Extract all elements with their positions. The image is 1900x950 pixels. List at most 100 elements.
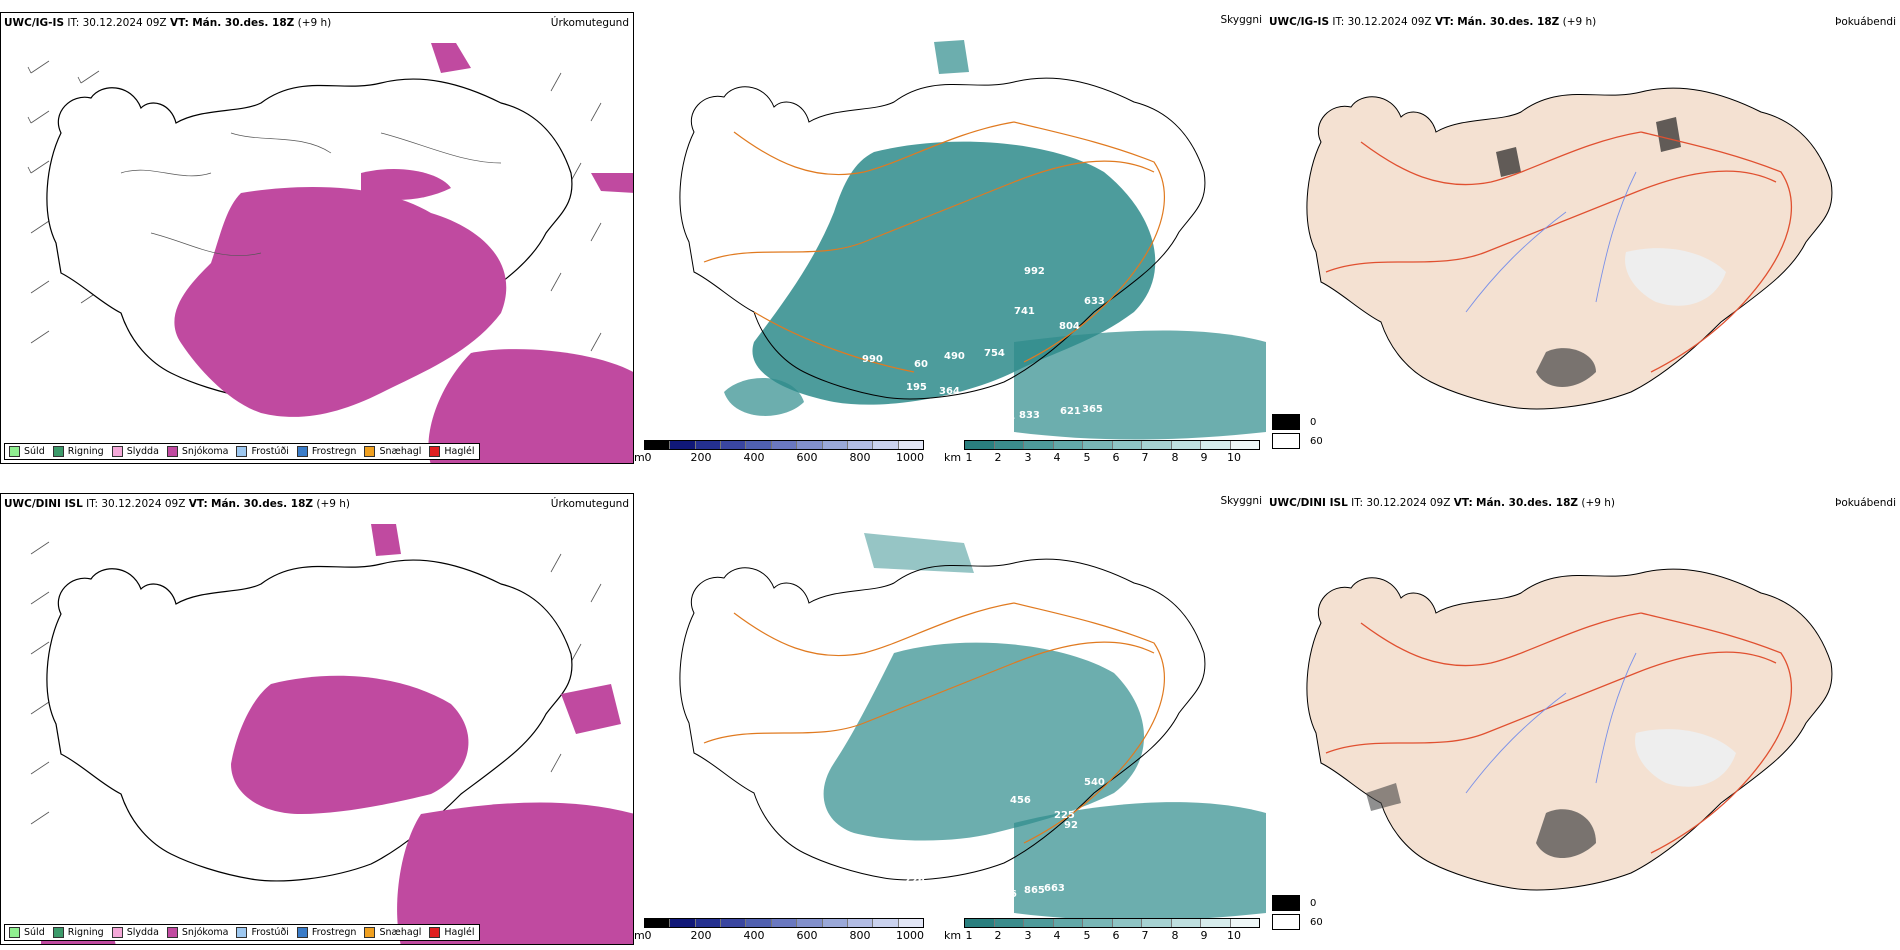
map-label: 741 (1014, 306, 1035, 317)
precip-map-top (27, 43, 633, 463)
panel-header: UWC/DINI ISL IT: 30.12.2024 09Z VT: Mán.… (1269, 497, 1616, 509)
scale-cells (644, 918, 924, 928)
scale-tick: 3 (1024, 451, 1032, 464)
map-label: 990 (862, 354, 883, 365)
map-label: 663 (1044, 883, 1065, 894)
scale-tick: 1000 (896, 929, 924, 942)
visibility-map-bottom: 540 456 225 92 760 561 226 865 866 663 (679, 533, 1266, 921)
legend-item: Súld (9, 446, 45, 457)
legend-item: Snæhagl (364, 927, 421, 938)
map-label: 225 (1054, 810, 1075, 821)
map-label: 621 (1060, 406, 1081, 417)
precip-panel-bottom: UWC/DINI ISL IT: 30.12.2024 09Z VT: Mán.… (0, 493, 634, 945)
legend-swatch (9, 927, 20, 938)
fog-rivers (1465, 652, 1637, 794)
legend-swatch (9, 446, 20, 457)
scale-tick: 2 (994, 929, 1002, 942)
scale-cells (964, 918, 1260, 928)
scale-tick: 5 (1083, 451, 1091, 464)
scale-unit: km (944, 451, 962, 464)
cloudbase-scale-bottom: m 0 200 400 600 800 1000 (634, 918, 934, 944)
legend-swatch (364, 927, 376, 938)
terrain-contours (120, 132, 502, 257)
fog-legend-top: 0 60 (1272, 414, 1323, 452)
scale-tick: 1 (965, 451, 973, 464)
cloudbase-scale-top: m 0 200 400 600 800 1000 (634, 440, 934, 466)
fog-areas (1496, 117, 1726, 387)
scale-unit: m (634, 929, 645, 942)
iceland-land (1306, 87, 1833, 410)
legend-swatch (166, 927, 178, 938)
fog-roads (1325, 131, 1793, 373)
visibility-scale-top: km 1 2 3 4 5 6 7 8 9 10 (944, 440, 1264, 466)
scale-tick: 400 (743, 929, 765, 942)
legend-swatch (52, 446, 64, 457)
precip-type-legend: Súld Rigning Slydda Snjókoma Frostúði Fr… (4, 443, 480, 460)
scale-tick: 2 (994, 451, 1002, 464)
scale-cells (644, 440, 924, 450)
map-label: 456 (1010, 795, 1031, 806)
iceland-land (1306, 568, 1833, 891)
roads (703, 121, 1165, 373)
roads (703, 602, 1165, 844)
scale-tick: 4 (1053, 929, 1061, 942)
iceland-outline (679, 77, 1206, 400)
visibility-field (823, 642, 1144, 841)
wind-barbs (27, 60, 602, 414)
map-label: 992 (1024, 266, 1045, 277)
scale-tick: 400 (743, 451, 765, 464)
panel-title: Þokuábendi (1835, 16, 1896, 28)
legend-swatch (111, 927, 123, 938)
map-label: 865 (1024, 885, 1045, 896)
legend-swatch (429, 927, 441, 938)
scale-tick: 200 (690, 451, 712, 464)
legend-swatch (364, 446, 376, 457)
panel-header: UWC/IG-IS IT: 30.12.2024 09Z VT: Mán. 30… (1269, 16, 1597, 28)
map-label: 760 (946, 845, 967, 856)
panel-title: Skyggni (1220, 14, 1263, 26)
fog-panel-top: UWC/IG-IS IT: 30.12.2024 09Z VT: Mán. 30… (1266, 12, 1900, 464)
scale-tick: 6 (1112, 451, 1120, 464)
scale-tick: 7 (1141, 451, 1149, 464)
scale-tick: 9 (1200, 929, 1208, 942)
scale-tick: 10 (1227, 451, 1241, 464)
panel-header: UWC/IG-IS IT: 30.12.2024 09Z VT: Mán. 30… (4, 17, 332, 29)
legend-swatch (236, 927, 248, 938)
snow-areas (174, 43, 633, 463)
map-label: 804 (1059, 321, 1080, 332)
map-label: 866 (996, 889, 1017, 900)
map-label: 954 (994, 412, 1015, 423)
precip-panel-top: UWC/IG-IS IT: 30.12.2024 09Z VT: Mán. 30… (0, 12, 634, 464)
iceland-outline (679, 558, 1206, 881)
precip-type-legend: Súld Rigning Slydda Snjókoma Frostúði Fr… (4, 924, 480, 941)
legend-swatch (52, 927, 64, 938)
map-label: 364 (939, 386, 960, 397)
scale-tick: 600 (796, 451, 818, 464)
legend-item: Rigning (52, 927, 104, 938)
legend-swatch (429, 446, 441, 457)
fog-areas (1366, 729, 1736, 858)
visibility-scale-bottom: km 1 2 3 4 5 6 7 8 9 10 (944, 918, 1264, 944)
fog-legend-bottom: 0 60 (1272, 895, 1323, 933)
scale-tick: 6 (1112, 929, 1120, 942)
legend-item: Frostregn (296, 446, 356, 457)
scale-tick: 9 (1200, 451, 1208, 464)
snow-areas (41, 524, 633, 944)
visibility-labels: 540 456 225 92 760 561 226 865 866 663 (904, 777, 1105, 900)
visibility-panel-bottom: 540 456 225 92 760 561 226 865 866 663 S… (634, 493, 1266, 945)
legend-item: Snæhagl (364, 446, 421, 457)
map-label: 833 (1019, 410, 1040, 421)
fog-map-top (1306, 87, 1833, 410)
scale-tick: 3 (1024, 929, 1032, 942)
scale-tick: 1 (965, 929, 973, 942)
panel-title: Úrkomutegund (550, 17, 629, 29)
fog-rivers (1465, 171, 1637, 313)
scale-tick: 0 (644, 451, 652, 464)
panel-header: UWC/DINI ISL IT: 30.12.2024 09Z VT: Mán.… (4, 498, 351, 510)
panel-title: Úrkomutegund (550, 498, 629, 510)
scale-tick: 200 (690, 929, 712, 942)
visibility-map-top: 992 633 741 804 990 754 490 60 364 195 9… (679, 40, 1266, 440)
legend-item: Frostregn (296, 927, 356, 938)
fog-map-bottom (1306, 568, 1833, 891)
fog-roads (1325, 612, 1793, 854)
